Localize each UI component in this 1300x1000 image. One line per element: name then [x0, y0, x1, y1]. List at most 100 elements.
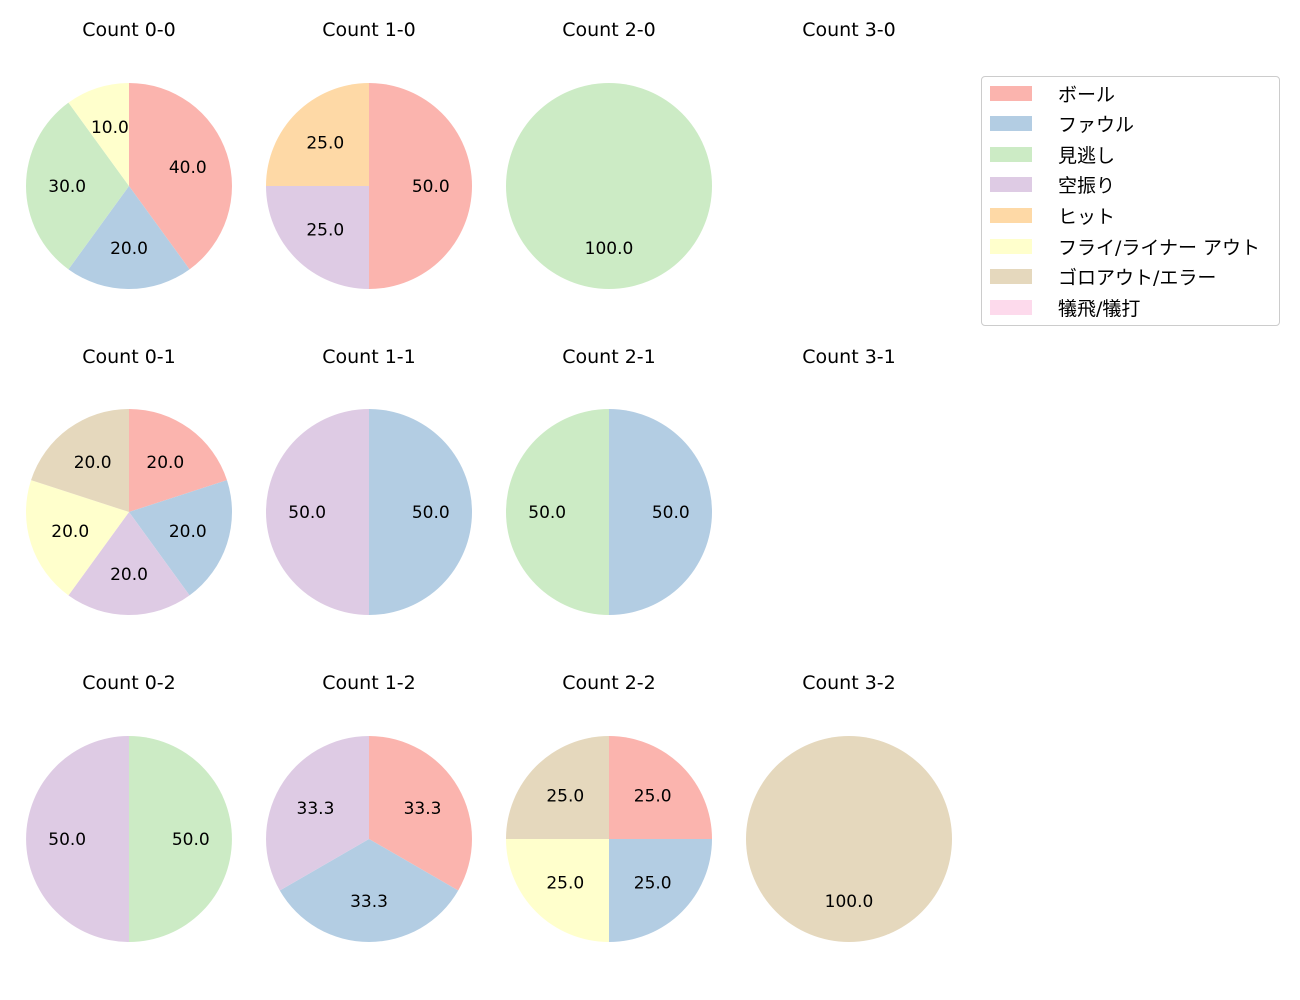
legend-item: フライ/ライナー アウト: [990, 236, 1260, 259]
legend-item: ファウル: [990, 114, 1134, 136]
slice-label: 50.0: [412, 503, 450, 523]
legend-label: ボール: [1058, 83, 1116, 106]
legend-label: 犠飛/犠打: [1058, 297, 1141, 320]
legend-label: ゴロアウト/エラー: [1058, 267, 1217, 290]
pie-slice: [506, 736, 609, 839]
pie-chart: Count 3-0: [802, 19, 896, 41]
pie-slice: [26, 736, 129, 942]
pie-slice: [266, 83, 369, 186]
legend-item: 見逃し: [990, 144, 1115, 167]
pie-slice: [266, 409, 369, 615]
slice-label: 20.0: [110, 239, 148, 259]
legend-item: ヒット: [990, 205, 1115, 228]
pie-slice: [609, 839, 712, 942]
slice-label: 25.0: [546, 786, 584, 806]
slice-label: 50.0: [288, 503, 326, 523]
pie-title: Count 2-1: [562, 346, 656, 368]
pie-slice: [31, 409, 129, 512]
slice-label: 10.0: [91, 118, 129, 138]
pie-title: Count 1-2: [322, 672, 416, 694]
legend-item: ボール: [990, 83, 1115, 106]
slice-label: 20.0: [74, 453, 112, 473]
legend-label: ヒット: [1058, 205, 1116, 228]
pie-slice: [129, 409, 227, 512]
slice-label: 30.0: [48, 177, 86, 197]
pie-title: Count 2-2: [562, 672, 656, 694]
slice-label: 50.0: [48, 830, 86, 850]
pie-slice: [506, 839, 609, 942]
pie-title: Count 3-0: [802, 19, 896, 41]
legend-swatch: [990, 146, 1032, 162]
legend-item: 犠飛/犠打: [990, 297, 1140, 320]
pie-slice: [506, 83, 712, 289]
slice-label: 100.0: [825, 892, 874, 912]
pie-slice: [746, 736, 952, 942]
pie-slice: [369, 736, 472, 891]
pie-title: Count 0-1: [82, 346, 176, 368]
pie-chart: Count 1-2 33.3 33.3 33.3: [266, 672, 472, 942]
slice-label: 50.0: [172, 830, 210, 850]
legend-item: ゴロアウト/エラー: [990, 267, 1216, 289]
legend-swatch: [990, 177, 1032, 193]
slice-label: 33.3: [297, 799, 335, 819]
slice-label: 20.0: [110, 565, 148, 585]
legend-swatch: [990, 207, 1032, 223]
pie-chart: Count 3-2 100.0: [746, 672, 952, 942]
legend-label: 見逃し: [1058, 144, 1116, 167]
pie-chart: Count 0-1 20.0 20.0 20.0 20.0 20.0: [26, 346, 232, 615]
pie-title: Count 1-0: [322, 19, 416, 41]
pie-title: Count 3-1: [802, 346, 896, 368]
slice-label: 25.0: [634, 874, 672, 894]
slice-label: 25.0: [306, 221, 344, 241]
pie-slice: [369, 83, 472, 289]
slice-label: 50.0: [412, 177, 450, 197]
pie-title: Count 0-2: [82, 672, 176, 694]
pie-chart: Count 0-2 50.0 50.0: [26, 672, 232, 942]
pie-slice: [506, 409, 609, 615]
pie-slice: [26, 102, 130, 270]
pie-slice: [129, 736, 232, 942]
slice-label: 25.0: [306, 133, 344, 153]
pie-slice: [26, 480, 129, 596]
pie-slice: [68, 186, 190, 289]
slice-label: 20.0: [169, 522, 207, 542]
legend-swatch: [990, 238, 1032, 254]
pie-slice: [68, 83, 129, 186]
legend-swatch: [990, 299, 1032, 315]
legend-swatch: [990, 85, 1032, 101]
pie-title: Count 1-1: [322, 346, 416, 368]
pie-title: Count 0-0: [82, 19, 176, 41]
slice-label: 33.3: [404, 799, 442, 819]
pie-title: Count 3-2: [802, 672, 896, 694]
legend-label: フライ/ライナー アウト: [1058, 236, 1261, 259]
pie-slice: [266, 736, 369, 891]
pie-chart: Count 0-0 40.0 20.0 30.0 10.0: [26, 19, 232, 289]
pie-slice: [129, 480, 232, 596]
legend-label: ファウル: [1058, 114, 1135, 137]
pie-slice: [369, 409, 472, 615]
pie-title: Count 2-0: [562, 19, 656, 41]
legend-label: 空振り: [1058, 175, 1116, 198]
slice-label: 20.0: [51, 522, 89, 542]
pie-slice: [266, 186, 369, 289]
pie-slice: [68, 512, 190, 615]
pie-chart: Count 2-2 25.0 25.0 25.0 25.0: [506, 672, 712, 942]
pie-chart: Count 1-0 50.0 25.0 25.0: [266, 19, 472, 289]
legend-item: 空振り: [990, 175, 1115, 197]
pie-chart: Count 2-1 50.0 50.0: [506, 346, 712, 615]
slice-label: 25.0: [634, 786, 672, 806]
slice-label: 50.0: [528, 503, 566, 523]
pie-slice: [129, 83, 232, 270]
slice-label: 25.0: [546, 874, 584, 894]
pie-slice: [609, 409, 712, 615]
slice-label: 40.0: [169, 158, 207, 178]
slice-label: 33.3: [350, 892, 388, 912]
legend: ボールファウル見逃し空振りヒットフライ/ライナー アウト ゴロアウト/エラー 犠飛/…: [981, 76, 1280, 326]
legend-swatch: [990, 269, 1032, 285]
slice-label: 20.0: [146, 453, 184, 473]
pie-chart: Count 1-1 50.0 50.0: [266, 346, 472, 615]
pie-chart: Count 3-1: [802, 346, 896, 368]
pie-slice: [609, 736, 712, 839]
